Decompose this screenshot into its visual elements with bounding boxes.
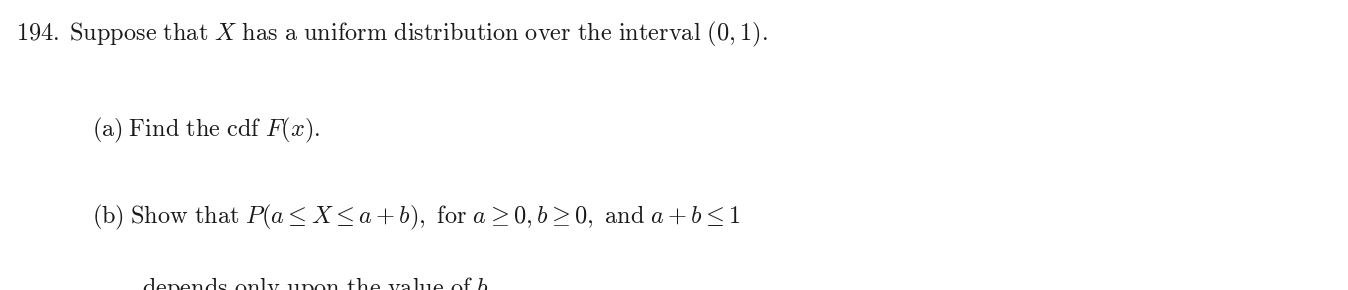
Text: $194.\; \mathrm{Suppose\ that\ } X \mathrm{\ has\ a\ uniform\ distribution\ over: $194.\; \mathrm{Suppose\ that\ } X \math…: [16, 20, 768, 49]
Text: $\mathrm{depends\ only\ upon\ the\ value\ of\ } b.$: $\mathrm{depends\ only\ upon\ the\ value…: [142, 276, 493, 290]
Text: $(\mathrm{b})\; \mathrm{Show\ that\ } P(a \leq X \leq a+b),\mathrm{\ for\ } a \g: $(\mathrm{b})\; \mathrm{Show\ that\ } P(…: [92, 203, 740, 232]
Text: $(\mathrm{a})\; \mathrm{Find\ the\ cdf\ } F(x).$: $(\mathrm{a})\; \mathrm{Find\ the\ cdf\ …: [92, 116, 319, 145]
